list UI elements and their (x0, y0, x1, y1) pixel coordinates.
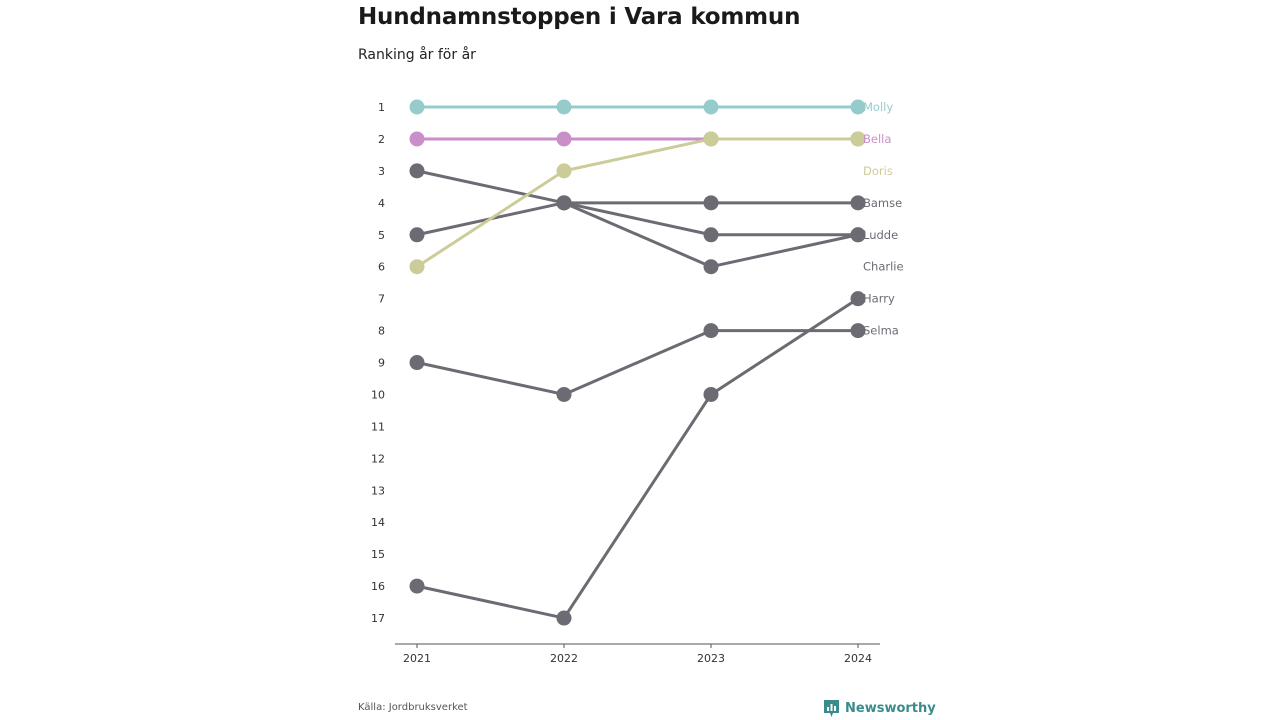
series-end-labels: Molly Bella Doris Bamse Ludde Charlie Harry Sel… (863, 100, 904, 338)
y-tick-label: 16 (371, 580, 385, 593)
data-point-bamse (850, 195, 866, 211)
brand-name: Newsworthy (845, 701, 936, 716)
data-point-bella (409, 131, 425, 147)
y-tick-label: 4 (378, 197, 385, 210)
y-tick-label: 7 (378, 293, 385, 306)
data-point-harry (850, 323, 866, 339)
y-tick-label: 11 (371, 420, 385, 433)
end-label-harry: Harry (863, 292, 895, 306)
data-point-molly (703, 99, 719, 115)
x-tick-label: 2022 (550, 652, 578, 665)
series-line-charlie (416, 297, 859, 620)
data-point-ludde (703, 227, 719, 243)
data-point-doris (556, 163, 572, 179)
data-point-bamse (409, 227, 425, 243)
y-tick-label: 15 (371, 548, 385, 561)
data-point-selma (850, 227, 866, 243)
series-lines (416, 105, 859, 620)
end-label-molly: Molly (863, 100, 893, 114)
series-line-doris (416, 137, 858, 268)
y-tick-label: 5 (378, 229, 385, 242)
end-label-ludde: Ludde (863, 228, 898, 242)
series-line-ludde (416, 169, 858, 237)
y-tick-label: 6 (378, 261, 385, 274)
end-label-charlie: Charlie (863, 260, 904, 274)
data-point-molly (556, 99, 572, 115)
y-tick-label: 9 (378, 357, 385, 370)
chart-title: Hundnamnstoppen i Vara kommun (358, 4, 801, 30)
y-tick-label: 14 (371, 516, 385, 529)
data-point-doris (703, 131, 719, 147)
y-tick-label: 10 (371, 388, 385, 401)
x-tick-label: 2023 (697, 652, 725, 665)
data-point-harry (556, 386, 572, 402)
end-label-bamse: Bamse (863, 196, 902, 210)
end-label-doris: Doris (863, 164, 893, 178)
data-point-charlie (556, 610, 572, 626)
y-tick-label: 12 (371, 452, 385, 465)
data-point-selma (703, 259, 719, 275)
data-point-molly (850, 99, 866, 115)
x-axis: 2021 2022 2023 2024 (395, 643, 880, 665)
y-tick-label: 8 (378, 325, 385, 338)
brand-logo: Newsworthy (823, 699, 936, 718)
data-point-charlie (850, 291, 866, 307)
end-label-bella: Bella (863, 132, 891, 146)
data-point-doris (850, 131, 866, 147)
data-point-harry (703, 323, 719, 339)
y-tick-label: 2 (378, 133, 385, 146)
y-tick-label: 13 (371, 484, 385, 497)
data-point-bamse (703, 195, 719, 211)
data-point-charlie (409, 578, 425, 594)
chart-subtitle: Ranking år för år (358, 47, 476, 63)
data-point-charlie (703, 386, 719, 402)
data-point-ludde (409, 163, 425, 179)
series-line-harry (416, 329, 858, 396)
y-tick-label: 1 (378, 101, 385, 114)
data-point-harry (409, 355, 425, 371)
series-points (409, 99, 866, 626)
data-point-bella (556, 131, 572, 147)
source-note: Källa: Jordbruksverket (358, 702, 468, 713)
data-point-molly (409, 99, 425, 115)
y-tick-label: 3 (378, 165, 385, 178)
data-point-selma (556, 195, 572, 211)
bar-chart-icon (824, 700, 839, 717)
end-label-selma: Selma (863, 324, 899, 338)
data-point-doris (409, 259, 425, 275)
x-tick-label: 2021 (403, 652, 431, 665)
y-tick-label: 17 (371, 612, 385, 625)
x-tick-label: 2024 (844, 652, 872, 665)
